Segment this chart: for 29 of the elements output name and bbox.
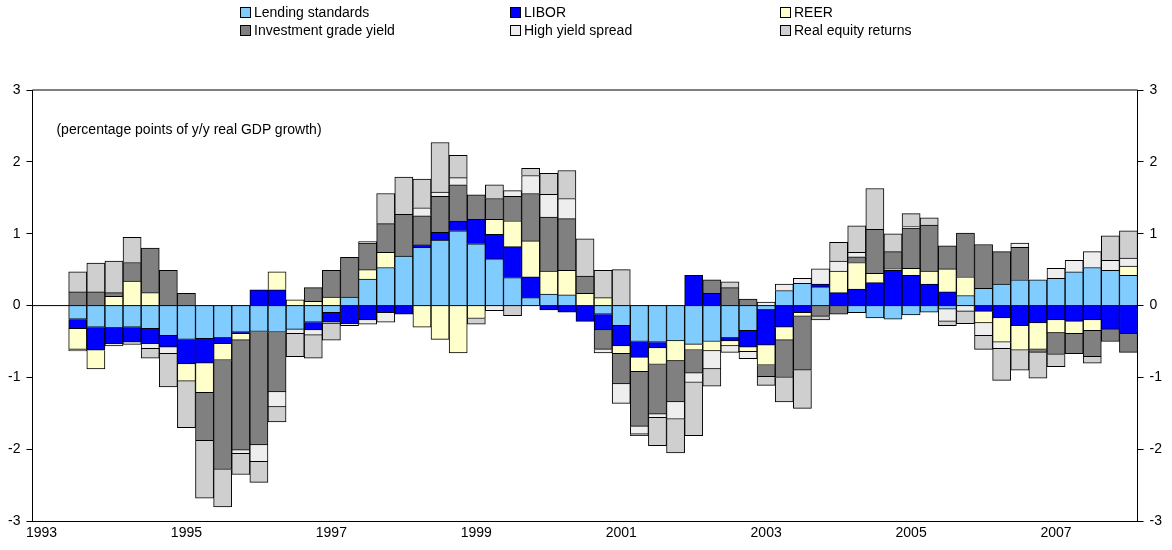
y-tick-label: 3 <box>12 80 21 97</box>
annotation: (percentage points of y/y real GDP growth) <box>56 120 322 137</box>
y-tick-label: -3 <box>8 512 21 529</box>
y2-tick-label: 2 <box>1149 152 1158 169</box>
legend-label: High yield spread <box>524 22 633 38</box>
y-tick-label: -1 <box>8 368 21 385</box>
y2-tick-label: 1 <box>1149 224 1158 241</box>
x-tick-label: 1997 <box>315 524 348 541</box>
legend-label: Real equity returns <box>794 22 912 38</box>
legend-label: Investment grade yield <box>254 22 395 38</box>
legend-label: REER <box>794 4 833 20</box>
x-tick-label: 1999 <box>460 524 493 541</box>
x-tick-label: 2007 <box>1040 524 1072 541</box>
y2-tick-label: 3 <box>1149 80 1158 97</box>
y2-tick-label: -2 <box>1149 440 1163 457</box>
y-tick-label: -2 <box>8 440 21 457</box>
legend-label: LIBOR <box>524 4 567 20</box>
x-tick-label: 2001 <box>605 524 638 541</box>
legend-label: Lending standards <box>254 4 370 20</box>
x-tick-label: 1995 <box>170 524 203 541</box>
y-tick-label: 0 <box>12 296 21 313</box>
y-tick-label: 1 <box>12 224 21 241</box>
x-tick-label: 1993 <box>25 524 58 541</box>
x-tick-label: 2003 <box>750 524 782 541</box>
x-tick-label: 2005 <box>895 524 927 541</box>
y2-tick-label: -3 <box>1149 512 1163 529</box>
y-tick-label: 2 <box>12 152 21 169</box>
y2-tick-label: 0 <box>1149 296 1158 313</box>
y2-tick-label: -1 <box>1149 368 1163 385</box>
